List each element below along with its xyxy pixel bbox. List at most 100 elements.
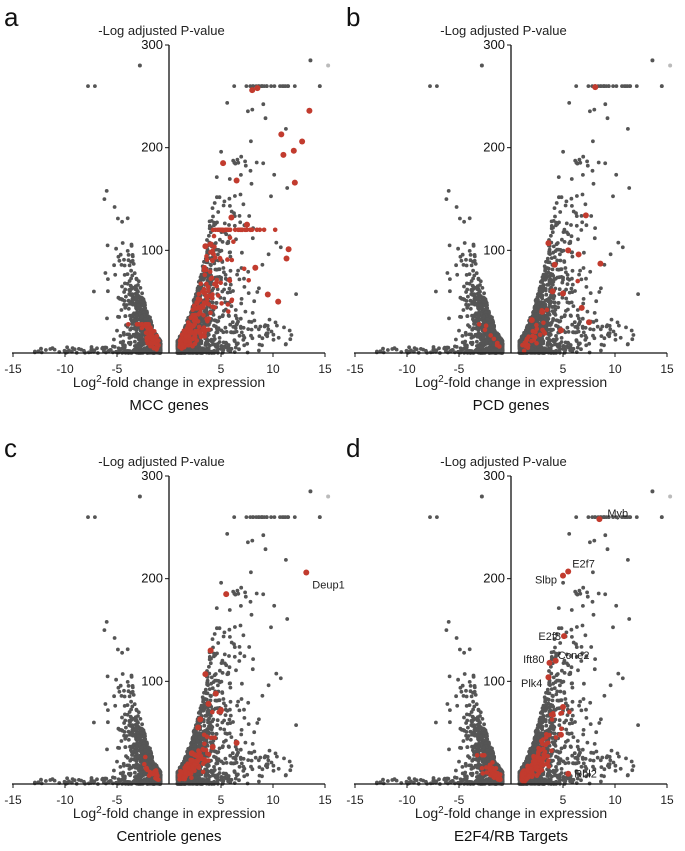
background-gene-point <box>92 290 96 294</box>
background-gene-point <box>228 287 232 291</box>
background-gene-point <box>592 182 596 186</box>
background-gene-point <box>469 341 473 345</box>
background-gene-point <box>474 262 478 266</box>
background-gene-point <box>475 340 479 344</box>
background-gene-point <box>447 317 451 321</box>
background-gene-point <box>225 101 229 105</box>
x-tick-label: 15 <box>318 362 332 376</box>
background-gene-point <box>272 338 276 342</box>
background-gene-point <box>208 224 212 228</box>
background-gene-point <box>553 206 557 210</box>
background-gene-point <box>269 194 273 198</box>
background-gene-point <box>128 301 132 305</box>
background-gene-point <box>660 84 664 88</box>
background-points <box>375 58 672 355</box>
highlighted-gene-point <box>202 287 207 292</box>
background-gene-point <box>243 285 247 289</box>
highlighted-gene-point <box>187 334 192 339</box>
y-axis-title: -Log adjusted P-value <box>98 23 224 38</box>
x-tick-label: -10 <box>56 362 74 376</box>
background-gene-point <box>586 164 590 168</box>
highlighted-gene-point <box>205 297 210 302</box>
background-gene-point <box>466 323 470 327</box>
highlighted-gene-point <box>226 309 231 314</box>
background-gene-point <box>593 311 597 315</box>
background-gene-point <box>131 253 135 257</box>
background-gene-point <box>224 326 228 330</box>
background-gene-point <box>266 327 270 331</box>
background-gene-point <box>113 345 117 349</box>
background-gene-point <box>117 315 121 319</box>
background-gene-point <box>103 197 107 201</box>
background-gene-point <box>557 195 561 199</box>
background-gene-point <box>284 127 288 131</box>
background-gene-point <box>134 328 138 332</box>
background-gene-point <box>285 186 289 190</box>
background-gene-point <box>540 294 544 298</box>
background-gene-point <box>293 84 297 88</box>
background-gene-point <box>464 258 468 262</box>
background-gene-point <box>44 348 48 352</box>
background-gene-point <box>129 269 133 273</box>
highlighted-gene-point <box>202 243 208 249</box>
background-gene-point <box>239 317 243 321</box>
background-gene-point <box>106 277 110 281</box>
background-gene-point <box>570 301 574 305</box>
highlighted-gene-point <box>228 214 234 220</box>
background-gene-point <box>205 238 209 242</box>
highlighted-gene-point <box>126 322 131 327</box>
background-gene-point <box>568 348 572 352</box>
background-gene-point <box>225 342 229 346</box>
background-gene-point <box>228 177 232 181</box>
background-gene-point <box>589 214 593 218</box>
background-gene-point <box>114 247 118 251</box>
background-gene-point <box>565 200 569 204</box>
background-gene-point <box>543 267 547 271</box>
highlighted-gene-point <box>203 273 208 278</box>
background-gene-point <box>226 240 230 244</box>
highlighted-gene-point <box>212 234 217 239</box>
background-gene-point <box>549 234 553 238</box>
background-gene-point <box>462 308 466 312</box>
background-gene-point <box>118 259 122 263</box>
background-gene-point <box>225 330 229 334</box>
background-gene-point <box>609 252 613 256</box>
background-gene-point <box>541 284 545 288</box>
background-gene-point <box>565 231 569 235</box>
background-gene-point <box>264 116 268 120</box>
highlighted-gene-point <box>227 278 232 283</box>
background-gene-point <box>257 286 261 290</box>
background-gene-point <box>571 255 575 259</box>
background-gene-point <box>135 277 139 281</box>
background-gene-point <box>250 108 254 112</box>
background-gene-point <box>126 272 130 276</box>
background-gene-point <box>227 314 231 318</box>
background-gene-point <box>539 305 543 309</box>
background-gene-point <box>476 328 480 332</box>
background-gene-point <box>448 277 452 281</box>
background-gene-point <box>199 348 203 352</box>
background-gene-point <box>205 338 209 342</box>
background-gene-point <box>575 224 579 228</box>
background-gene-point <box>465 282 469 286</box>
background-gene-point <box>200 341 204 345</box>
background-gene-point <box>130 243 134 247</box>
highlighted-gene-point <box>286 246 292 252</box>
highlighted-gene-point <box>275 299 281 305</box>
background-gene-point <box>627 186 631 190</box>
background-gene-point <box>477 277 481 281</box>
background-gene-point <box>133 318 137 322</box>
background-gene-point <box>544 293 548 297</box>
background-gene-point <box>596 325 600 329</box>
background-gene-point <box>560 336 564 340</box>
background-gene-point <box>140 296 144 300</box>
background-gene-point <box>464 333 468 337</box>
background-gene-point <box>233 224 237 228</box>
highlighted-gene-point <box>280 152 286 158</box>
background-gene-point <box>455 273 459 277</box>
background-gene-point <box>435 84 439 88</box>
background-gene-point <box>599 286 603 290</box>
background-gene-point <box>457 329 461 333</box>
background-gene-point <box>462 285 466 289</box>
background-gene-point <box>132 333 136 337</box>
